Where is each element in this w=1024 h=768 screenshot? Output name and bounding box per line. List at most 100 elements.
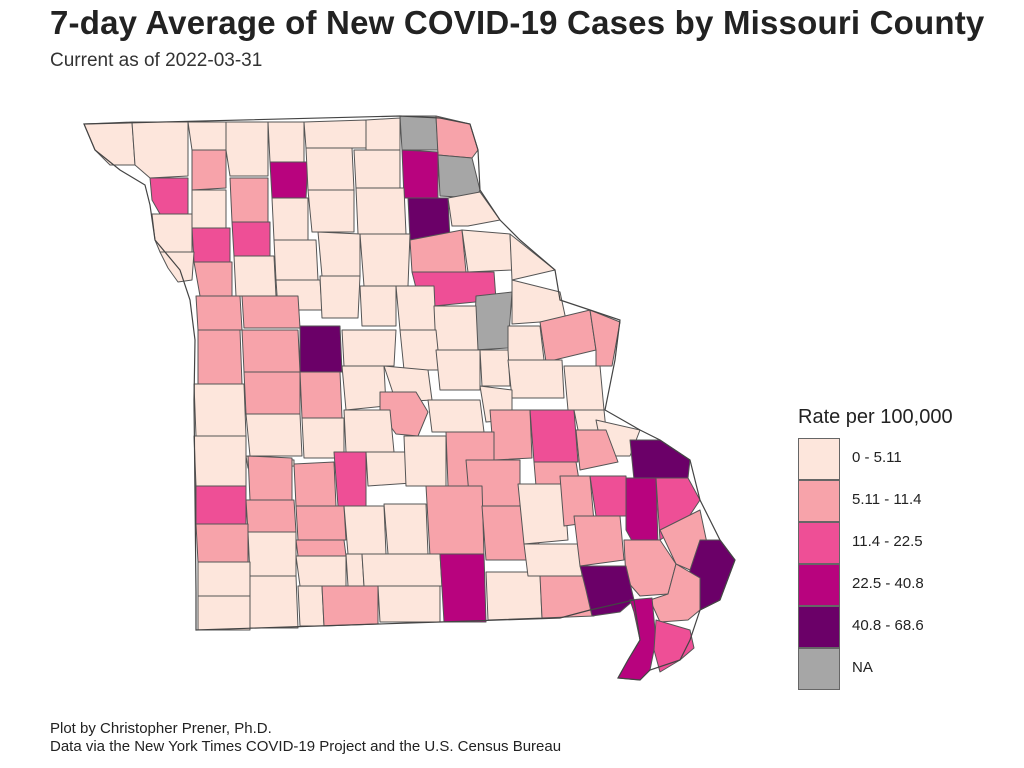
county-polygon bbox=[191, 189, 227, 229]
county-polygon bbox=[151, 213, 193, 253]
county-polygon bbox=[629, 439, 691, 481]
county-polygon bbox=[399, 115, 439, 151]
county-polygon bbox=[243, 371, 301, 415]
county-polygon bbox=[509, 233, 556, 281]
state-outline bbox=[83, 115, 736, 681]
county-polygon bbox=[267, 121, 305, 163]
county-polygon bbox=[149, 177, 189, 215]
county-polygon bbox=[517, 483, 569, 545]
county-polygon bbox=[317, 231, 361, 277]
county-polygon bbox=[361, 553, 443, 587]
county-polygon bbox=[247, 531, 297, 577]
county-polygon bbox=[191, 227, 231, 263]
legend-label: 22.5 - 40.8 bbox=[852, 575, 924, 592]
legend-swatch bbox=[798, 606, 840, 648]
county-polygon bbox=[191, 149, 227, 191]
caption-author: Plot by Christopher Prener, Ph.D. bbox=[50, 720, 272, 737]
county-polygon bbox=[485, 571, 543, 621]
county-polygon bbox=[295, 505, 347, 541]
county-polygon bbox=[197, 595, 251, 631]
county-polygon bbox=[225, 121, 269, 177]
county-polygon bbox=[575, 429, 619, 471]
county-polygon bbox=[653, 619, 695, 673]
legend-item: 0 - 5.11 bbox=[798, 438, 978, 480]
county-polygon bbox=[395, 285, 437, 331]
county-polygon bbox=[589, 309, 621, 367]
county-polygon bbox=[193, 383, 247, 437]
county-polygon bbox=[305, 147, 355, 191]
legend-item: 22.5 - 40.8 bbox=[798, 564, 978, 606]
legend-label: NA bbox=[852, 659, 873, 676]
county-polygon bbox=[319, 275, 361, 319]
county-polygon bbox=[229, 177, 269, 223]
county-polygon bbox=[433, 305, 479, 351]
county-polygon bbox=[233, 255, 277, 297]
county-polygon bbox=[399, 329, 441, 371]
county-polygon bbox=[479, 349, 511, 387]
legend-swatch bbox=[798, 564, 840, 606]
county-polygon bbox=[299, 325, 343, 373]
county-polygon bbox=[461, 229, 513, 273]
legend-item: 40.8 - 68.6 bbox=[798, 606, 978, 648]
county-polygon bbox=[343, 505, 387, 555]
legend-swatch bbox=[798, 648, 840, 690]
county-polygon bbox=[353, 149, 401, 189]
legend-item: 5.11 - 11.4 bbox=[798, 480, 978, 522]
legend-swatch bbox=[798, 522, 840, 564]
county-polygon bbox=[249, 575, 299, 629]
county-polygon bbox=[473, 291, 513, 351]
county-polygon bbox=[529, 409, 579, 463]
county-polygon bbox=[573, 515, 625, 567]
county-polygon bbox=[321, 585, 379, 627]
county-polygon bbox=[343, 409, 395, 453]
county-polygon bbox=[193, 435, 247, 487]
county-polygon bbox=[197, 329, 243, 385]
county-polygon bbox=[365, 117, 401, 151]
county-polygon bbox=[241, 295, 301, 329]
county-polygon bbox=[435, 115, 479, 159]
county-polygon bbox=[447, 191, 501, 227]
county-polygon bbox=[341, 329, 397, 367]
county-polygon bbox=[187, 121, 227, 151]
county-polygon bbox=[625, 477, 659, 549]
county-polygon bbox=[295, 539, 347, 557]
county-polygon bbox=[197, 561, 251, 597]
legend-label: 0 - 5.11 bbox=[852, 449, 902, 466]
map-subtitle: Current as of 2022-03-31 bbox=[50, 50, 263, 71]
legend-swatch bbox=[798, 438, 840, 480]
legend-item: NA bbox=[798, 648, 978, 690]
caption-source: Data via the New York Times COVID-19 Pro… bbox=[50, 738, 562, 755]
county-polygon bbox=[655, 477, 701, 541]
county-polygon bbox=[303, 119, 367, 149]
legend-label: 11.4 - 22.5 bbox=[852, 533, 923, 550]
map-title: 7-day Average of New COVID-19 Cases by M… bbox=[50, 4, 985, 41]
county-polygon bbox=[377, 585, 441, 623]
legend-label: 40.8 - 68.6 bbox=[852, 617, 924, 634]
county-polygon bbox=[247, 455, 293, 501]
county-polygon bbox=[403, 435, 447, 487]
legend-title: Rate per 100,000 bbox=[798, 406, 953, 428]
county-polygon bbox=[195, 485, 247, 525]
county-polygon bbox=[131, 121, 189, 179]
county-polygon bbox=[231, 221, 271, 257]
county-polygon bbox=[345, 553, 365, 587]
county-polygon bbox=[273, 239, 319, 281]
legend-label: 5.11 - 11.4 bbox=[852, 491, 922, 508]
county-polygon bbox=[241, 329, 301, 373]
county-polygon bbox=[489, 409, 533, 461]
county-polygon bbox=[355, 187, 407, 235]
legend-item: 11.4 - 22.5 bbox=[798, 522, 978, 564]
county-polygon bbox=[299, 371, 343, 419]
county-polygon bbox=[293, 461, 337, 507]
county-polygon bbox=[507, 359, 565, 399]
county-polygon bbox=[307, 189, 355, 233]
missouri-county-map bbox=[83, 115, 736, 681]
county-polygon bbox=[425, 485, 485, 557]
county-polygon bbox=[359, 233, 411, 287]
county-polygon bbox=[333, 451, 367, 507]
county-polygon bbox=[341, 365, 387, 411]
county-polygon bbox=[427, 399, 485, 433]
county-polygon bbox=[359, 285, 397, 327]
county-polygon bbox=[439, 553, 487, 623]
county-polygon bbox=[269, 161, 309, 199]
